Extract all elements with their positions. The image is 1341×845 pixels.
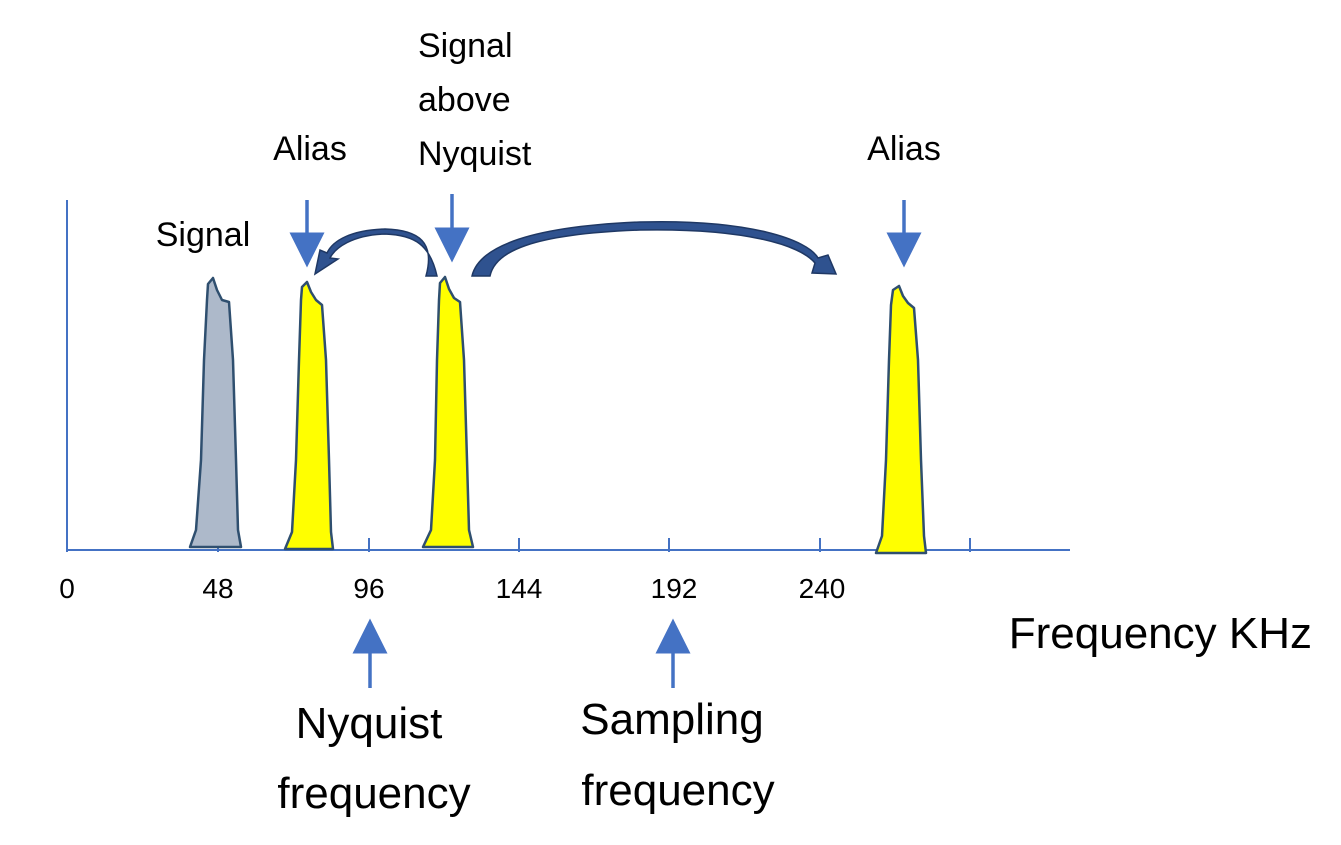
tick-label-96: 96	[353, 573, 384, 604]
curved-arrow-to-right-alias	[471, 220, 838, 277]
tick-label-48: 48	[202, 573, 233, 604]
alias-right-label: Alias	[867, 130, 941, 168]
above-nyquist-label-line-3: Nyquist	[418, 135, 532, 173]
axis-unit-label: Frequency KHz	[1009, 609, 1312, 658]
above-nyquist-label-line-1: Signal	[418, 27, 513, 65]
tick-label-144: 144	[496, 573, 543, 604]
nyquist-label-line-2: frequency	[277, 769, 470, 818]
sampling-label-line-2: frequency	[581, 766, 774, 815]
alias-right-peak	[874, 284, 928, 555]
tick-label-240: 240	[799, 573, 846, 604]
tick-label-192: 192	[651, 573, 698, 604]
signal-above-nyquist-peak	[421, 275, 475, 549]
signal-label: Signal	[156, 216, 251, 254]
alias-left-peak	[283, 280, 335, 551]
nyquist-label-line-1: Nyquist	[296, 699, 443, 748]
above-nyquist-label-line-2: above	[418, 81, 511, 119]
tick-label-0: 0	[59, 573, 75, 604]
alias-left-label: Alias	[273, 130, 347, 168]
signal-peak	[188, 276, 243, 549]
sampling-label-line-1: Sampling	[580, 695, 763, 744]
curved-arrow-to-left-alias	[313, 228, 438, 277]
